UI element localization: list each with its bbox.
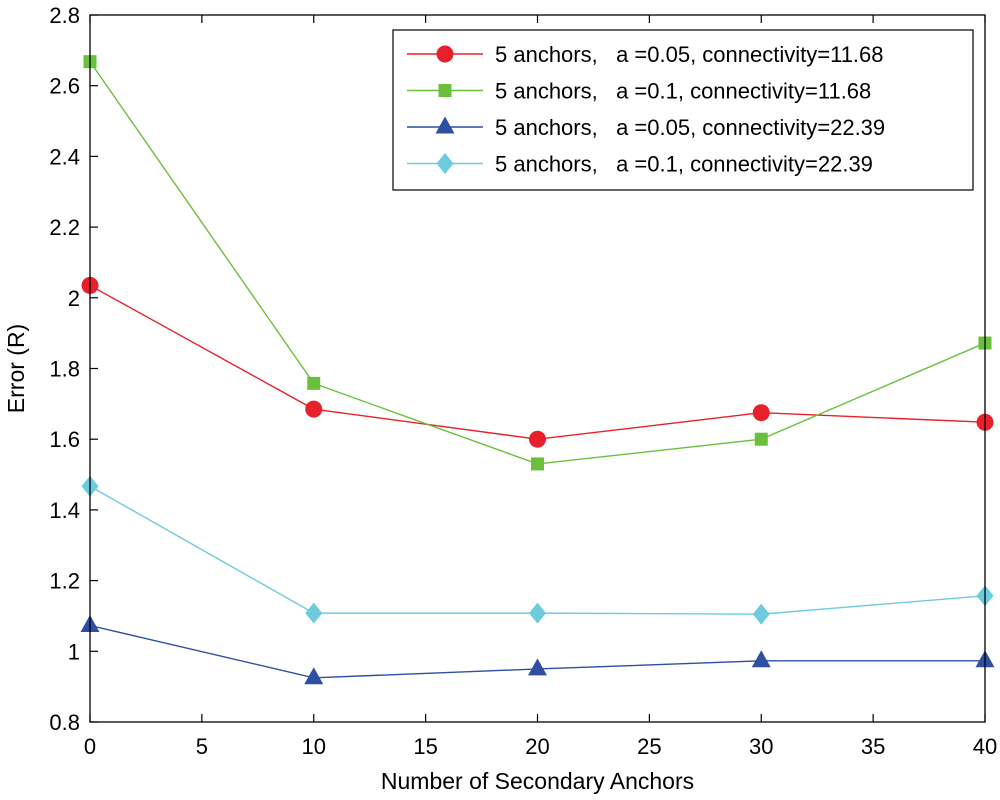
legend-marker-square (438, 84, 452, 97)
data-point-triangle (304, 667, 324, 685)
legend-label: 5 anchors, a =0.05, connectivity=11.68 (495, 42, 884, 67)
data-point-diamond (305, 602, 323, 624)
legend-item: 5 anchors, a =0.05, connectivity=22.39 (407, 115, 885, 140)
data-point-square (754, 432, 768, 446)
x-tick-label: 40 (973, 734, 997, 759)
x-tick-label: 5 (196, 734, 208, 759)
x-tick-label: 25 (637, 734, 661, 759)
series-line (89, 284, 986, 440)
y-tick-label: 0.8 (49, 710, 80, 735)
series-2 (83, 55, 992, 471)
y-tick-label: 2.4 (49, 144, 80, 169)
data-point-diamond (752, 603, 770, 625)
data-point-circle (305, 400, 323, 418)
x-tick-label: 20 (525, 734, 549, 759)
data-point-triangle (751, 650, 771, 668)
x-tick-label: 0 (84, 734, 96, 759)
y-tick-label: 2 (68, 286, 80, 311)
legend: 5 anchors, a =0.05, connectivity=11.68 5 … (392, 29, 974, 191)
axis-ticks: 0 5 10 15 20 25 30 35 40 0.8 1 1.2 1.4 1.6 1.8 2 2.2 2.4 2… (49, 3, 997, 759)
series-1 (81, 276, 994, 448)
y-tick-label: 2.2 (49, 215, 80, 240)
data-point-triangle (528, 658, 547, 676)
y-axis-label: Error (R) (3, 324, 29, 413)
x-tick-label: 30 (749, 734, 773, 759)
data-point-diamond (529, 602, 546, 624)
data-point-circle (752, 404, 770, 422)
y-tick-label: 1.8 (49, 357, 80, 382)
legend-marker-triangle (435, 116, 455, 134)
legend-label: 5 anchors, a =0.1, connectivity=11.68 (495, 79, 871, 104)
series-3 (80, 614, 995, 685)
y-tick-label: 2.6 (49, 74, 80, 99)
data-point-square (307, 376, 321, 390)
data-point-circle (529, 430, 546, 448)
y-tick-label: 1.4 (49, 498, 80, 523)
legend-box (392, 29, 974, 191)
legend-label: 5 anchors, a =0.1, connectivity=22.39 (495, 152, 873, 177)
legend-item: 5 anchors, a =0.1, connectivity=22.39 (407, 152, 873, 177)
y-tick-label: 1 (68, 639, 80, 664)
series-4 (81, 475, 994, 625)
x-tick-label: 35 (861, 734, 885, 759)
legend-label: 5 anchors, a =0.05, connectivity=22.39 (495, 115, 885, 140)
series-group (80, 55, 995, 685)
x-tick-label: 10 (302, 734, 326, 759)
y-tick-label: 1.2 (49, 569, 80, 594)
series-line (89, 485, 986, 615)
y-tick-label: 1.6 (49, 427, 80, 452)
legend-item: 5 anchors, a =0.1, connectivity=11.68 (407, 79, 871, 104)
data-point-square (531, 457, 544, 471)
legend-marker-diamond (436, 153, 454, 174)
legend-item: 5 anchors, a =0.05, connectivity=11.68 (407, 42, 884, 67)
x-axis-label: Number of Secondary Anchors (381, 768, 694, 794)
y-tick-label: 2.8 (49, 3, 80, 28)
legend-marker-circle (436, 45, 454, 63)
axes-frame (89, 14, 986, 723)
x-tick-label: 15 (413, 734, 437, 759)
